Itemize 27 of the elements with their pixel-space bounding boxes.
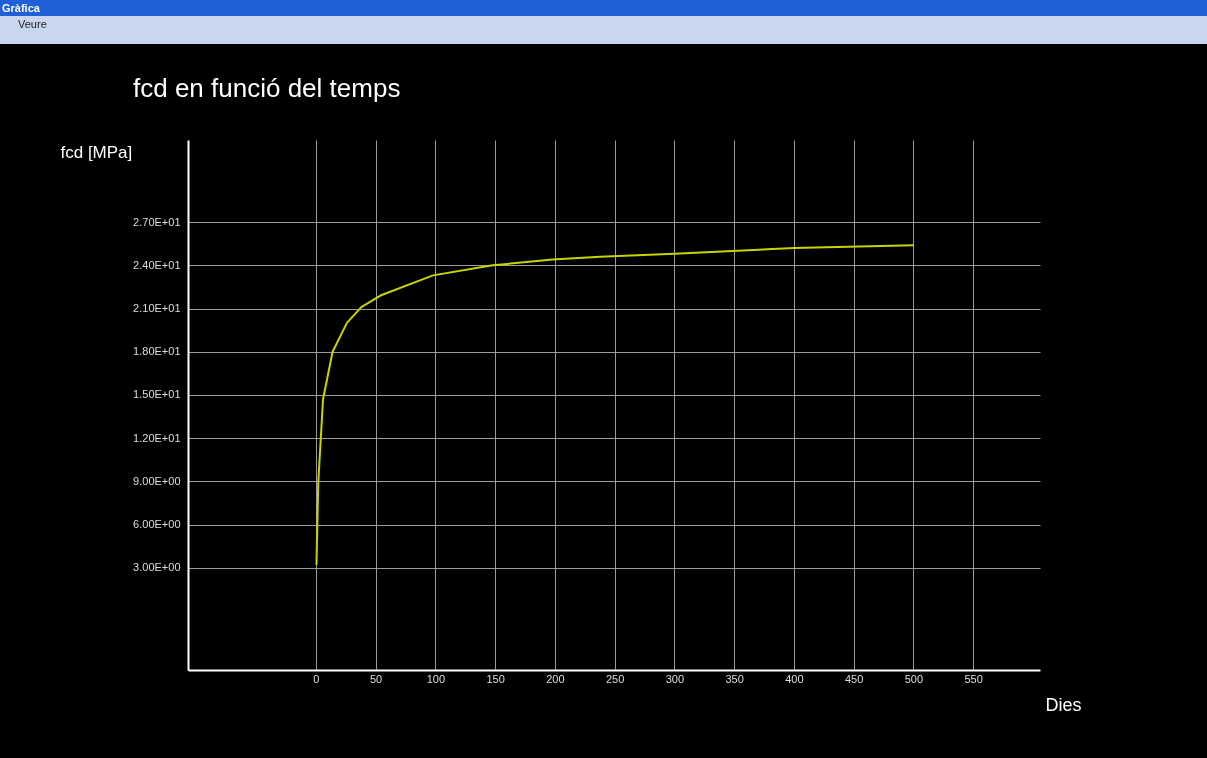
- x-tick-label: 350: [725, 672, 744, 685]
- x-axis-title: Dies: [1045, 694, 1082, 715]
- chart-title: fcd en funció del temps: [133, 73, 401, 103]
- y-tick-label: 2.70E+01: [133, 215, 181, 228]
- x-tick-label: 50: [369, 672, 383, 685]
- text: Veure: [0, 16, 1207, 46]
- y-axis-title: fcd [MPa]: [60, 142, 133, 162]
- x-tick-label: 400: [785, 672, 804, 685]
- y-tick-label: 1.50E+01: [133, 388, 181, 401]
- text: Gràfica: [0, 0, 1207, 16]
- line-series: [315, 244, 915, 566]
- x-tick-label: 500: [904, 672, 924, 685]
- y-tick-label: 1.80E+01: [133, 345, 181, 358]
- x-tick-label: 0: [313, 672, 320, 685]
- x-tick-label: 150: [486, 672, 505, 685]
- y-tick-label: 9.00E+00: [133, 474, 181, 487]
- y-tick-label: 1.20E+01: [133, 431, 181, 444]
- x-tick-label: 300: [665, 672, 685, 685]
- y-tick-label: 2.10E+01: [133, 302, 181, 315]
- x-tick-label: 550: [964, 672, 983, 685]
- x-tick-label: 100: [426, 672, 446, 685]
- x-tick-label: 200: [546, 672, 565, 685]
- y-tick-label: 2.40E+01: [133, 258, 181, 271]
- y-tick-label: 3.00E+00: [133, 561, 181, 574]
- x-tick-label: 450: [844, 672, 864, 685]
- y-tick-label: 6.00E+00: [133, 518, 181, 531]
- x-tick-label: 250: [605, 672, 625, 685]
